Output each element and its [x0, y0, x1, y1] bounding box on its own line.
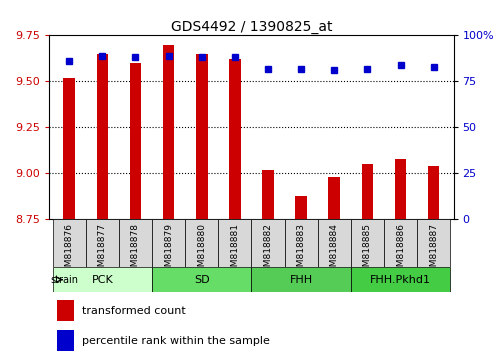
Bar	[428, 166, 439, 219]
Bar	[317, 219, 351, 267]
Bar	[262, 170, 274, 219]
Bar	[86, 219, 119, 267]
Text: GSM818887: GSM818887	[429, 223, 438, 278]
Bar	[395, 159, 406, 219]
Bar	[295, 195, 307, 219]
Bar	[119, 219, 152, 267]
Text: GSM818883: GSM818883	[297, 223, 306, 278]
Text: GSM818878: GSM818878	[131, 223, 140, 278]
Text: FHH: FHH	[289, 275, 313, 285]
Bar	[251, 219, 284, 267]
Bar	[97, 54, 108, 219]
Text: GSM818879: GSM818879	[164, 223, 173, 278]
Bar	[130, 63, 141, 219]
Bar	[185, 219, 218, 267]
Bar	[57, 330, 73, 351]
Bar	[351, 219, 384, 267]
Text: GSM818881: GSM818881	[230, 223, 240, 278]
Text: GSM818880: GSM818880	[197, 223, 206, 278]
Bar	[152, 267, 251, 292]
Bar	[351, 267, 450, 292]
Bar	[384, 219, 417, 267]
Bar	[284, 219, 317, 267]
Bar	[417, 219, 450, 267]
Bar	[218, 219, 251, 267]
Text: transformed count: transformed count	[82, 306, 185, 316]
Bar	[57, 300, 73, 321]
Bar	[361, 164, 373, 219]
Text: GSM818882: GSM818882	[263, 223, 273, 278]
Bar	[251, 267, 351, 292]
Text: GSM818885: GSM818885	[363, 223, 372, 278]
Bar	[64, 78, 75, 219]
Bar	[196, 54, 208, 219]
Bar	[152, 219, 185, 267]
Text: GSM818886: GSM818886	[396, 223, 405, 278]
Text: GSM818884: GSM818884	[330, 223, 339, 278]
Text: FHH.Pkhd1: FHH.Pkhd1	[370, 275, 431, 285]
Title: GDS4492 / 1390825_at: GDS4492 / 1390825_at	[171, 21, 332, 34]
Bar	[53, 267, 152, 292]
Text: strain: strain	[50, 275, 78, 285]
Bar	[328, 177, 340, 219]
Bar	[229, 59, 241, 219]
Text: percentile rank within the sample: percentile rank within the sample	[82, 336, 270, 346]
Text: SD: SD	[194, 275, 210, 285]
Text: GSM818876: GSM818876	[65, 223, 73, 278]
Bar	[163, 45, 175, 219]
Text: GSM818877: GSM818877	[98, 223, 107, 278]
Bar	[53, 219, 86, 267]
Text: PCK: PCK	[91, 275, 113, 285]
